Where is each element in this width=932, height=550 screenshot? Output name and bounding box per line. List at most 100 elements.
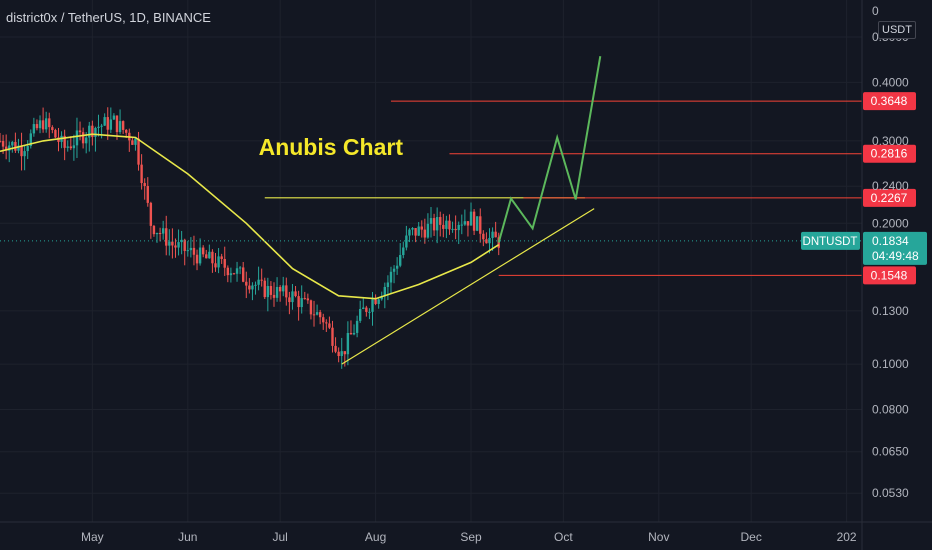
candle-body — [383, 287, 387, 297]
candle-body — [32, 124, 36, 134]
candle-body — [285, 285, 288, 298]
candle-body — [485, 239, 488, 244]
candle-body — [386, 282, 390, 288]
candle-body — [303, 298, 306, 300]
x-tick-label: Dec — [740, 530, 761, 544]
candle-body — [158, 233, 162, 235]
candle-body — [322, 317, 325, 323]
candle-body — [238, 267, 242, 269]
candle-body — [469, 211, 473, 226]
candle-body — [17, 145, 20, 151]
candle-body — [44, 118, 48, 130]
currency-button[interactable]: USDT — [878, 21, 916, 39]
candle-body — [198, 247, 202, 264]
candle-body — [192, 247, 196, 255]
candle-body — [41, 120, 45, 130]
candle-body — [217, 256, 220, 268]
y-tick-label: 0.3000 — [872, 134, 909, 148]
candle-body — [371, 299, 374, 312]
candle-body — [297, 296, 300, 308]
candle-body — [429, 218, 433, 224]
candle-body — [229, 273, 233, 276]
candle-body — [29, 133, 32, 147]
candle-body — [395, 265, 399, 269]
candle-body — [358, 308, 362, 321]
annotation-text: Anubis Chart — [259, 134, 404, 160]
candle-body — [223, 258, 226, 268]
candle-body — [392, 268, 396, 272]
candle-body — [300, 298, 303, 308]
candle-body — [88, 125, 91, 138]
x-tick-label: 202 — [837, 530, 857, 544]
candle-body — [315, 312, 319, 315]
candle-body — [352, 332, 356, 335]
candle-body — [346, 332, 350, 355]
candle-body — [115, 115, 119, 133]
candle-body — [399, 255, 402, 266]
candle-body — [0, 140, 2, 142]
candle-body — [278, 286, 282, 292]
candle-body — [355, 320, 359, 333]
candle-body — [245, 281, 248, 286]
candle-body — [318, 312, 322, 318]
x-tick-label: Oct — [554, 530, 573, 544]
candle-body — [417, 226, 420, 236]
candle-body — [288, 297, 291, 303]
candle-body — [260, 279, 263, 281]
candle-body — [232, 273, 236, 275]
candle-body — [312, 314, 316, 316]
candle-body — [408, 229, 411, 236]
candle-body — [75, 130, 79, 146]
y-tick-label: 0 — [872, 4, 879, 18]
candle-body — [389, 271, 393, 283]
candle-body — [451, 228, 454, 230]
candle-body — [235, 268, 239, 274]
candle-body — [8, 145, 11, 151]
candle-body — [94, 127, 97, 137]
candle-body — [51, 127, 54, 130]
candle-body — [494, 231, 497, 238]
candle-body — [69, 146, 73, 149]
x-tick-label: Aug — [365, 530, 386, 544]
candle-body — [442, 224, 445, 229]
level-label-bg — [863, 92, 916, 111]
candle-body — [149, 202, 153, 226]
level-label-bg — [863, 188, 916, 207]
candle-body — [257, 279, 260, 285]
candle-body — [497, 237, 500, 248]
candle-body — [112, 115, 116, 120]
candle-body — [118, 121, 122, 133]
y-tick-label: 0.0800 — [872, 403, 909, 417]
candle-body — [362, 307, 365, 309]
candle-body — [205, 254, 208, 259]
candle-body — [294, 291, 297, 297]
candle-body — [263, 280, 266, 298]
candle-body — [242, 267, 245, 282]
candle-body — [374, 299, 377, 304]
candle-body — [72, 145, 76, 149]
candle-body — [414, 228, 417, 236]
candle-body — [137, 138, 140, 165]
candle-body — [211, 251, 214, 264]
candle-body — [1, 141, 5, 147]
chart-title: district0x / TetherUS, 1D, BINANCE — [6, 10, 211, 25]
candle-body — [331, 327, 334, 346]
candle-body — [106, 117, 109, 130]
candle-body — [420, 226, 423, 230]
countdown-label: 04:49:48 — [872, 249, 919, 263]
candle-body — [11, 141, 14, 146]
candle-body — [186, 250, 189, 252]
candle-body — [54, 129, 57, 138]
level-label-bg — [863, 144, 916, 163]
symbol-label-bg — [801, 231, 860, 250]
candle-body — [103, 117, 106, 126]
candle-body — [411, 228, 414, 230]
candle-body — [81, 132, 85, 144]
level-label: 0.2816 — [871, 147, 908, 161]
x-tick-label: May — [81, 530, 104, 544]
candle-body — [214, 263, 217, 268]
candle-body — [134, 138, 137, 145]
candle-body — [220, 256, 223, 259]
candle-body — [472, 211, 476, 231]
